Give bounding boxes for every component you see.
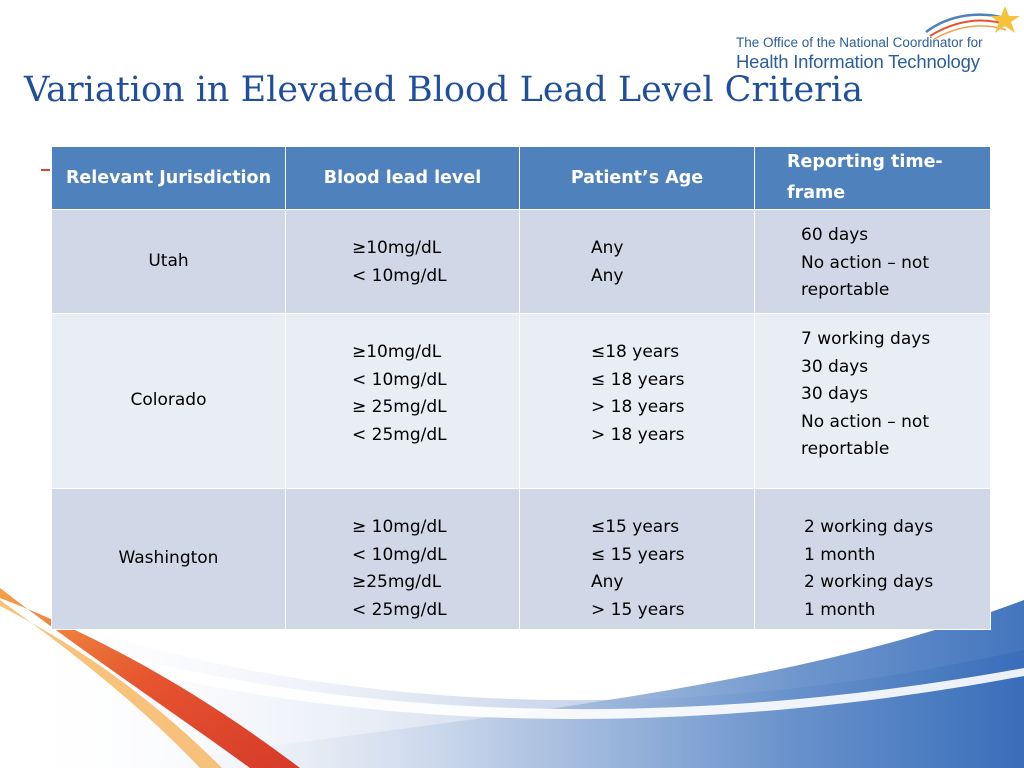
level-line: < 25mg/dL — [352, 599, 447, 620]
table-row: Washington ≥ 10mg/dL < 10mg/dL ≥25mg/dL … — [51, 488, 991, 630]
table-header-row: Relevant Jurisdiction Blood lead level P… — [51, 146, 991, 210]
level-line: ≥10mg/dL — [352, 342, 442, 362]
age-line: Any — [591, 572, 624, 592]
timeframe-line: reportable — [801, 439, 890, 459]
age-line: ≤ 18 years — [591, 369, 685, 390]
logo-text-line1: The Office of the National Coordinator f… — [736, 35, 983, 50]
jurisdiction-cell: Washington — [51, 488, 286, 630]
timeframe-line: 30 days — [801, 356, 869, 377]
level-line: ≥25mg/dL — [352, 572, 442, 592]
age-line: Any — [591, 238, 624, 258]
timeframe-line: 1 month — [804, 544, 876, 565]
reporting-timeframe-cell: 60 days No action – not reportable — [754, 209, 991, 314]
age-line: > 18 years — [591, 424, 685, 445]
blood-lead-level-cell: ≥10mg/dL < 10mg/dL ≥ 25mg/dL < 25mg/dL — [285, 313, 520, 489]
timeframe-line: 7 working days — [801, 329, 931, 349]
patient-age-cell: ≤18 years ≤ 18 years > 18 years > 18 yea… — [519, 313, 755, 489]
timeframe-line: reportable — [801, 280, 890, 300]
star-swoosh-icon — [925, 6, 1020, 40]
age-line: ≤18 years — [591, 342, 680, 362]
header-reporting-timeframe: Reporting time-frame — [754, 146, 991, 210]
level-line: < 10mg/dL — [352, 544, 447, 565]
timeframe-line: No action – not — [801, 252, 929, 273]
level-line: < 10mg/dL — [352, 265, 447, 286]
jurisdiction-cell: Colorado — [51, 313, 286, 489]
slide-title: Variation in Elevated Blood Lead Level C… — [24, 70, 863, 110]
blood-lead-level-cell: ≥ 10mg/dL < 10mg/dL ≥25mg/dL < 25mg/dL — [285, 488, 520, 630]
criteria-table-grid: Relevant Jurisdiction Blood lead level P… — [51, 146, 991, 630]
jurisdiction-cell: Utah — [51, 209, 286, 314]
level-line: < 25mg/dL — [352, 424, 447, 445]
timeframe-line: No action – not — [801, 411, 929, 432]
table-row: Utah ≥10mg/dL < 10mg/dL Any Any 60 days … — [51, 209, 991, 314]
level-line: ≥ 25mg/dL — [352, 397, 447, 417]
timeframe-line: 2 working days — [804, 517, 934, 537]
criteria-table: Relevant Jurisdiction Blood lead level P… — [51, 146, 991, 630]
table-row: Colorado ≥10mg/dL < 10mg/dL ≥ 25mg/dL < … — [51, 313, 991, 489]
logo-text-line2: Health Information Technology — [736, 51, 980, 72]
age-line: > 18 years — [591, 397, 685, 417]
age-line: Any — [591, 265, 624, 286]
level-line: ≥10mg/dL — [352, 238, 442, 258]
header-blood-lead-level: Blood lead level — [285, 146, 520, 210]
header-patient-age: Patient’s Age — [519, 146, 755, 210]
level-line: ≥ 10mg/dL — [352, 517, 447, 537]
header-jurisdiction: Relevant Jurisdiction — [51, 146, 286, 210]
timeframe-line: 1 month — [804, 599, 876, 620]
onc-logo: The Office of the National Coordinator f… — [720, 6, 1020, 76]
red-dash-decoration — [41, 169, 50, 171]
age-line: ≤ 15 years — [591, 544, 685, 565]
timeframe-line: 60 days — [801, 225, 869, 245]
patient-age-cell: Any Any — [519, 209, 755, 314]
reporting-timeframe-cell: 7 working days 30 days 30 days No action… — [754, 313, 991, 489]
patient-age-cell: ≤15 years ≤ 15 years Any > 15 years — [519, 488, 755, 630]
timeframe-line: 30 days — [801, 384, 869, 404]
reporting-timeframe-cell: 2 working days 1 month 2 working days 1 … — [754, 488, 991, 630]
level-line: < 10mg/dL — [352, 369, 447, 390]
age-line: ≤15 years — [591, 517, 680, 537]
timeframe-line: 2 working days — [804, 572, 934, 592]
blood-lead-level-cell: ≥10mg/dL < 10mg/dL — [285, 209, 520, 314]
age-line: > 15 years — [591, 599, 685, 620]
